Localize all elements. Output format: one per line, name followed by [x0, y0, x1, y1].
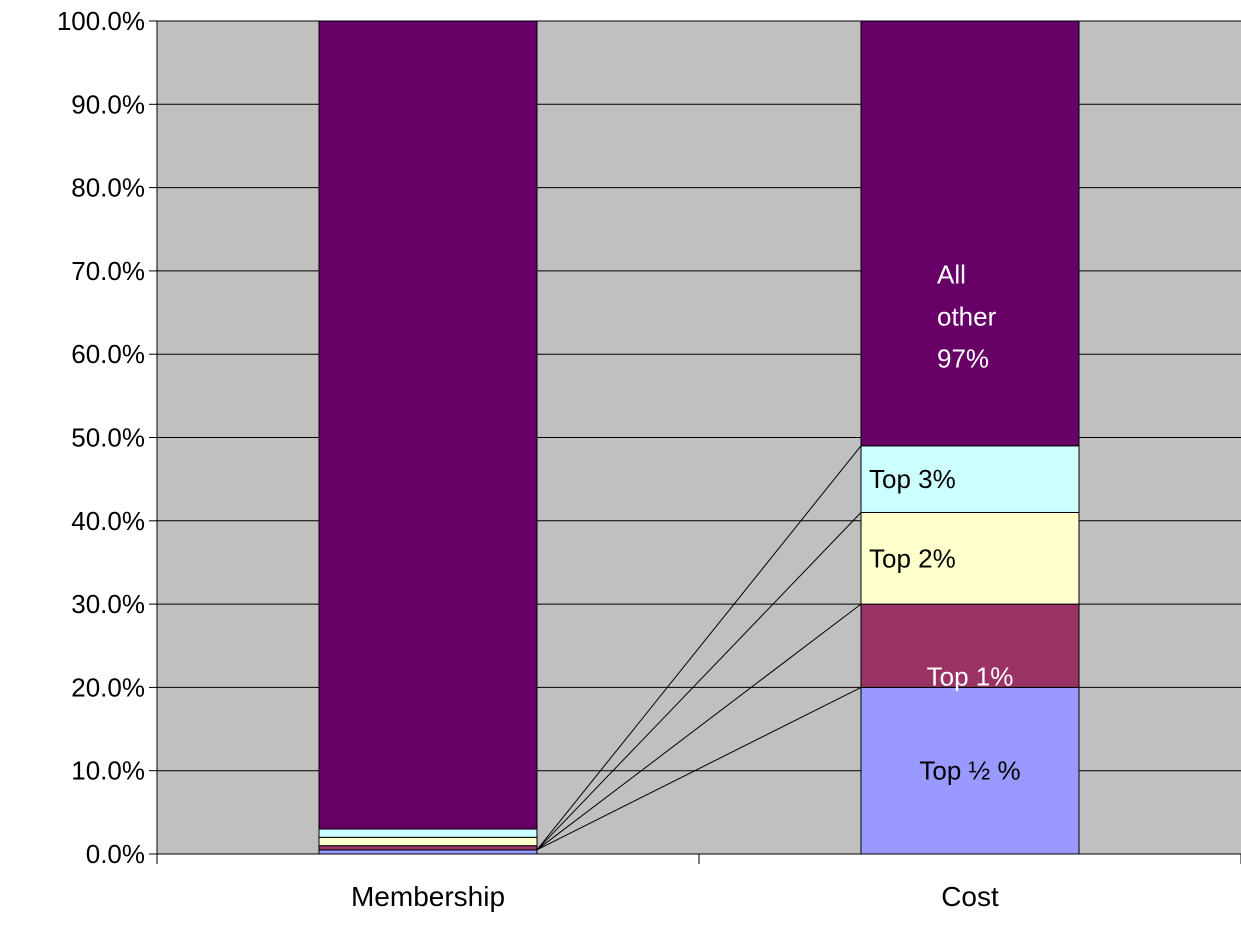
bar-segment-top_3-membership [318, 828, 538, 838]
y-tick-label: 80.0% [71, 173, 145, 203]
label-top-half: Top ½ % [919, 756, 1020, 786]
y-tick-label: 40.0% [71, 506, 145, 536]
bar-segment-top_half-cost [860, 686, 1080, 855]
bar-segment-top_1-cost [860, 603, 1080, 688]
leader-lines [536, 445, 862, 851]
bars [318, 20, 1080, 855]
y-tick-label: 10.0% [71, 756, 145, 786]
label-all-other-line: 97% [937, 343, 989, 373]
leader-line-top_half [536, 686, 862, 851]
y-tick-label: 20.0% [71, 672, 145, 702]
y-tick-label: 0.0% [86, 839, 145, 869]
y-tick-label: 90.0% [71, 89, 145, 119]
leader-line-top_1 [536, 603, 862, 851]
label-top-3: Top 3% [869, 464, 956, 494]
y-tick-label: 60.0% [71, 339, 145, 369]
label-all-other-line: All [937, 259, 966, 289]
bar-segment-all_other-cost [860, 20, 1080, 447]
y-tick-label: 100.0% [57, 6, 145, 36]
bar-segment-top_1-membership [318, 845, 538, 851]
segment-labels: Top ½ % Top 1% Top 2% Top 3% All other 97% [869, 259, 1021, 785]
bar-segment-all_other-membership [318, 20, 538, 830]
y-axis: 0.0% 10.0% 20.0% 30.0% 40.0% 50.0% 60.0% 70.0% 8… [57, 6, 158, 869]
x-tick-label: Membership [351, 881, 505, 912]
bar-segment-top_2-cost [860, 511, 1080, 605]
label-top-1: Top 1% [927, 661, 1014, 691]
x-axis: Membership Cost [156, 853, 1241, 912]
leader-line-top_2 [536, 512, 862, 851]
y-tick-label: 30.0% [71, 589, 145, 619]
y-tick-label: 50.0% [71, 423, 145, 453]
bar-segment-top_2-membership [318, 836, 538, 847]
y-tick-label: 70.0% [71, 256, 145, 286]
label-all-other-line: other [937, 301, 997, 331]
bar-segment-top_3-cost [860, 445, 1080, 513]
label-top-2: Top 2% [869, 543, 956, 573]
leader-line-top_3 [536, 445, 862, 851]
bar-segment-top_half-membership [318, 849, 538, 855]
x-tick-label: Cost [941, 881, 999, 912]
